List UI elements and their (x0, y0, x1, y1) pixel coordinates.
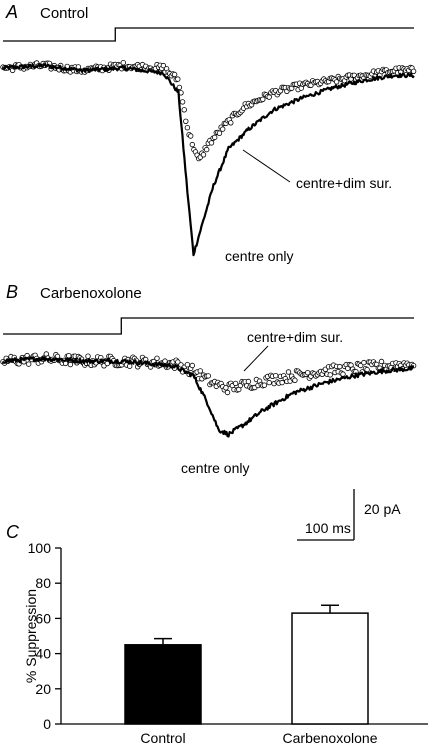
data-point (223, 385, 229, 391)
data-point (266, 379, 272, 386)
bar (291, 612, 369, 725)
panel-b-series-centre-only (2, 356, 415, 438)
scale-bar-y-label: 20 pA (364, 501, 401, 517)
data-point (162, 358, 168, 364)
panel-a-annotation-pointer (242, 149, 291, 183)
data-point (154, 355, 160, 361)
data-point (160, 62, 167, 69)
x-category-label: Carbenoxolone (283, 730, 378, 746)
data-point (203, 146, 210, 153)
panel-b-annotation-centre-only: centre only (181, 460, 249, 476)
panel-a-annotation-centre-only: centre only (225, 248, 293, 264)
panel-b: B Carbenoxolone centre+dim sur. centre o… (0, 282, 417, 476)
panel-c-y-ticks: 0 20 40 60 80 100 (28, 540, 61, 732)
data-point (200, 152, 207, 158)
data-point (245, 378, 252, 385)
scale-bar: 20 pA 100 ms (297, 489, 401, 541)
data-point (219, 126, 226, 132)
data-point (378, 358, 385, 365)
data-point (171, 71, 178, 78)
panel-b-annotation-pointer (243, 345, 269, 372)
data-point (337, 363, 343, 370)
data-point (183, 118, 189, 124)
x-category-label: Control (140, 730, 185, 746)
data-point (292, 377, 298, 383)
data-point (333, 79, 340, 85)
data-point (176, 84, 183, 91)
panel-a-stimulus-trace (3, 27, 414, 42)
data-point (279, 379, 285, 386)
data-point (285, 369, 292, 375)
panel-a-series-centre-dim-surround (0, 60, 417, 162)
data-point (208, 140, 215, 146)
data-point (181, 107, 187, 113)
panel-a-letter: A (5, 2, 18, 22)
data-point (175, 76, 181, 82)
panel-a: A Control centre+dim sur. centre only (0, 2, 417, 264)
data-point (261, 382, 268, 388)
data-point (340, 371, 346, 377)
data-point (266, 94, 272, 100)
data-point (211, 134, 218, 141)
panel-b-annotation-centre-dim-surround: centre+dim sur. (247, 329, 343, 345)
panel-b-series-centre-dim-surround (0, 351, 417, 396)
panel-b-stimulus-trace (3, 317, 414, 335)
data-point (361, 359, 367, 366)
data-point (260, 96, 266, 102)
panel-a-title: Control (40, 5, 88, 22)
scale-bar-x-label: 100 ms (305, 520, 351, 536)
y-tick-label: 0 (43, 716, 51, 732)
data-point (179, 99, 186, 105)
data-point (184, 124, 191, 131)
panel-b-title: Carbenoxolone (40, 285, 142, 302)
data-point (410, 68, 417, 74)
data-point (126, 363, 133, 369)
data-point (228, 120, 234, 126)
data-point (197, 368, 203, 374)
y-tick-label: 80 (35, 575, 51, 591)
data-point (85, 353, 91, 359)
bar (124, 644, 202, 725)
data-point (189, 141, 195, 148)
panel-c: C 0 20 40 60 80 100 % Suppression Control Carb… (6, 522, 428, 746)
data-point (67, 361, 74, 368)
data-point (26, 361, 32, 367)
data-point (327, 372, 333, 378)
panel-c-bars: Control Carbenoxolone (124, 604, 378, 746)
data-point (184, 362, 191, 368)
data-point (273, 373, 279, 379)
data-point (232, 380, 239, 387)
data-point (189, 362, 195, 369)
panel-b-letter: B (6, 282, 18, 302)
panel-c-letter: C (6, 522, 20, 542)
data-point (187, 133, 194, 139)
panel-c-y-axis-label: % Suppression (23, 589, 39, 683)
panel-a-annotation-centre-dim-surround: centre+dim sur. (296, 175, 392, 191)
data-point (205, 373, 211, 379)
panel-a-series-centre-only (2, 62, 415, 257)
data-point (216, 130, 223, 136)
data-point (224, 389, 231, 396)
data-point (120, 60, 126, 66)
y-tick-label: 20 (35, 681, 51, 697)
y-tick-label: 100 (28, 540, 52, 556)
y-tick-label: 60 (35, 610, 51, 626)
y-tick-label: 40 (35, 646, 51, 662)
